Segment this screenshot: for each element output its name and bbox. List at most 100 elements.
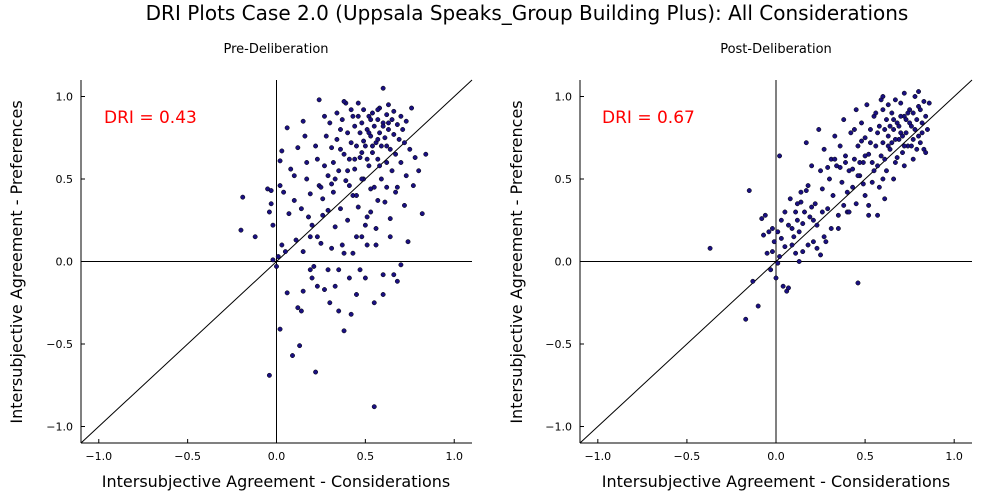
pre-data-point — [295, 145, 301, 151]
post-data-point — [803, 188, 809, 194]
post-data-point — [793, 250, 799, 256]
pre-data-point — [364, 156, 370, 162]
pre-data-point — [348, 311, 354, 317]
post-data-point — [821, 146, 827, 152]
pre-data-point — [375, 117, 381, 123]
pre-data-point — [238, 227, 244, 233]
pre-data-point — [325, 267, 331, 273]
post-data-point — [855, 173, 861, 179]
post-x-tick-label: 0.0 — [767, 450, 785, 463]
pre-data-point — [371, 184, 377, 190]
pre-data-point — [270, 257, 276, 263]
post-data-point — [768, 267, 774, 273]
post-data-point — [876, 184, 882, 190]
pre-data-point — [334, 110, 340, 116]
pre-data-point — [391, 132, 397, 137]
pre-data-point — [338, 146, 343, 152]
pre-data-point — [266, 209, 272, 215]
post-data-point — [889, 110, 895, 116]
post-data-point — [837, 143, 843, 149]
post-data-point — [857, 160, 863, 165]
post-data-point — [866, 202, 872, 208]
pre-data-point — [346, 275, 352, 281]
pre-data-point — [373, 226, 379, 231]
post-deliberation-panel: Post-Deliberation −1.0 −0.5 0.0 0.5 1.0−1.0−… — [507, 42, 973, 491]
post-data-point — [771, 239, 777, 245]
post-data-point — [887, 123, 893, 129]
pre-data-point — [380, 123, 386, 129]
pre-data-point — [382, 199, 388, 205]
post-data-point — [880, 140, 886, 146]
pre-data-point — [394, 278, 400, 284]
post-data-point — [816, 127, 822, 132]
pre-data-point — [375, 136, 381, 142]
pre-data-point — [345, 217, 351, 223]
post-data-point — [794, 201, 800, 207]
post-data-point — [766, 229, 772, 235]
post-data-point — [761, 232, 766, 238]
post-data-point — [910, 110, 916, 116]
pre-deliberation-panel: Pre-Deliberation −1.0 −0.5 0.0 0.5 1.0 −1.0 −0… — [7, 42, 473, 491]
post-data-point — [794, 217, 800, 223]
pre-data-point — [314, 283, 320, 289]
post-data-point — [903, 130, 909, 136]
post-data-point — [855, 143, 861, 149]
pre-data-point — [291, 198, 297, 203]
post-data-point — [827, 176, 832, 182]
pre-data-point — [412, 155, 418, 161]
pre-data-point — [407, 146, 413, 152]
pre-data-point — [371, 123, 377, 129]
pre-data-point — [391, 108, 397, 114]
post-y-axis-label: Intersubjective Agreement - Preferences — [507, 100, 526, 423]
post-data-point — [898, 100, 904, 106]
post-data-point — [917, 140, 923, 146]
pre-data-point — [352, 123, 358, 129]
pre-data-point — [387, 234, 393, 240]
pre-data-point — [370, 143, 375, 149]
post-data-point — [871, 168, 877, 174]
post-data-point — [800, 249, 806, 255]
post-data-point — [923, 150, 929, 156]
post-data-point — [850, 166, 856, 172]
pre-data-point — [416, 168, 422, 174]
post-data-point — [780, 283, 786, 289]
pre-data-point — [336, 308, 342, 314]
pre-data-point — [386, 120, 391, 126]
post-data-point — [923, 113, 929, 119]
pre-data-point — [298, 308, 304, 314]
pre-data-point — [343, 178, 349, 184]
post-data-point — [810, 239, 816, 245]
pre-data-point — [327, 120, 333, 126]
pre-data-point — [348, 107, 354, 113]
post-data-point — [910, 136, 916, 142]
pre-data-point — [309, 275, 315, 281]
pre-data-point — [398, 160, 404, 165]
post-data-point — [891, 176, 897, 182]
pre-data-point — [339, 117, 345, 123]
pre-data-point — [394, 122, 400, 128]
pre-data-point — [318, 240, 324, 246]
pre-data-point — [277, 183, 283, 189]
pre-data-point — [332, 224, 338, 230]
post-data-point — [901, 143, 907, 149]
pre-data-point — [375, 156, 381, 162]
pre-data-point — [398, 262, 404, 268]
pre-data-point — [384, 143, 390, 149]
post-data-point — [916, 133, 921, 139]
post-data-point — [791, 234, 797, 240]
post-data-point — [862, 193, 868, 198]
post-data-point — [777, 254, 783, 259]
pre-x-tick-label: 0.5 — [357, 450, 375, 463]
pre-data-point — [405, 239, 411, 245]
pre-data-point — [270, 222, 276, 228]
post-data-point — [912, 127, 918, 132]
pre-data-point — [386, 102, 391, 108]
pre-data-point — [332, 283, 338, 289]
post-data-point — [859, 120, 864, 126]
post-data-point — [832, 156, 838, 162]
pre-x-axis-label: Intersubjective Agreement - Consideratio… — [102, 472, 450, 491]
pre-data-point — [329, 181, 335, 187]
pre-data-point — [389, 117, 395, 123]
post-data-point — [855, 280, 861, 286]
pre-data-point — [327, 300, 333, 306]
